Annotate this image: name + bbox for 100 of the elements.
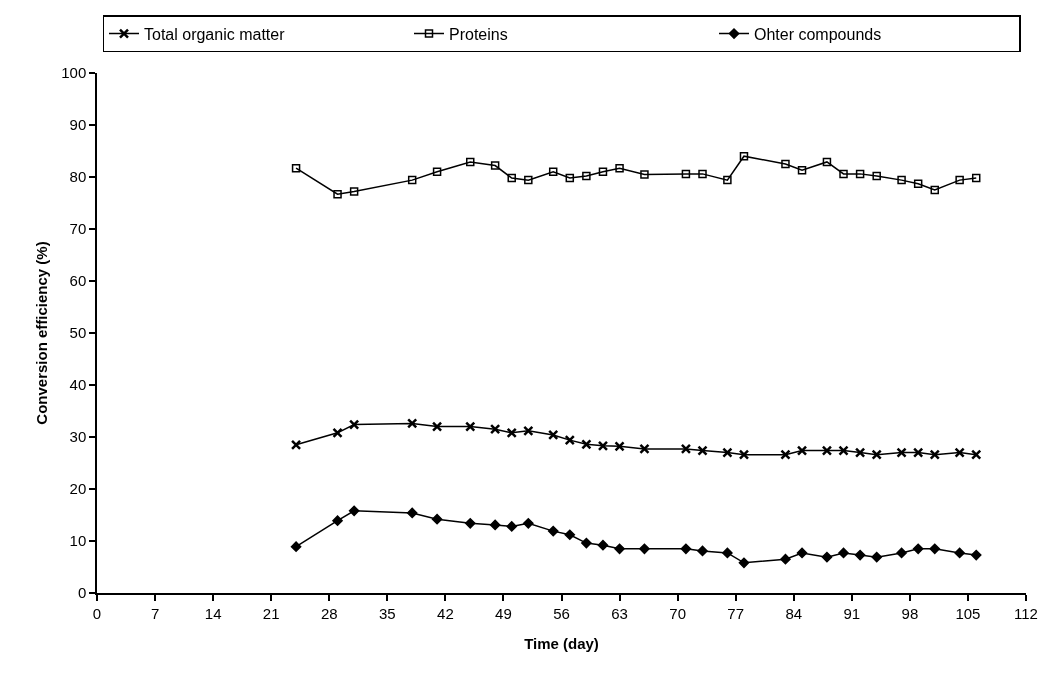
point [896,447,907,458]
point [614,441,625,452]
point [821,445,833,456]
point [640,170,649,179]
y-axis-title: Conversion efficiency (%) [32,241,50,425]
legend-label: Proteins [449,25,508,43]
point [912,447,924,458]
point [970,449,982,460]
point [822,157,832,167]
point [871,551,882,563]
point [598,167,608,177]
point [723,175,732,185]
point [507,173,516,183]
y-tick-label: 60 [69,272,87,290]
x-tick-label: 91 [843,604,861,622]
point [406,418,418,429]
point [698,169,707,179]
x-tick-label: 84 [785,604,803,622]
point [680,543,692,555]
point [333,189,342,199]
x-tick-label: 63 [611,604,628,622]
legend-label: Total organic matter [144,25,286,43]
x-tick-label: 98 [901,604,919,622]
point [854,447,866,458]
point [406,507,418,519]
point [738,449,750,460]
point [506,427,517,439]
x-tick-label: 56 [553,604,570,622]
point [597,440,609,452]
y-tick-label: 40 [69,376,87,394]
point [523,425,534,437]
point [639,543,650,555]
x-tick-label: 42 [437,604,454,622]
point [548,167,558,177]
x-tick-label: 14 [204,604,222,622]
point [349,187,359,196]
point [506,521,518,532]
legend-label: Ohter compounds [754,25,882,43]
point [291,163,301,173]
point [697,545,708,557]
point [821,551,833,563]
point [564,529,576,541]
point [466,157,475,167]
point [523,518,534,529]
point [564,434,576,446]
point [547,525,559,537]
point [913,179,923,189]
point [680,443,692,455]
point [432,167,442,177]
point [871,449,882,460]
x-tick-label: 21 [262,604,280,622]
point [431,421,443,432]
point [290,439,302,451]
point [722,447,733,458]
point [738,557,750,569]
point [838,547,849,559]
point [855,169,865,179]
point [697,445,708,456]
y-tick-label: 50 [69,324,87,342]
y-tick-label: 20 [69,480,87,498]
point [839,169,848,179]
point [465,421,476,432]
point [896,547,907,559]
point [639,443,650,455]
point [971,173,981,183]
point [681,169,691,179]
point [838,445,849,456]
point [431,513,443,525]
point [722,547,733,559]
point [348,419,360,430]
y-tick-label: 80 [69,168,87,186]
point [797,165,807,175]
point [739,151,749,161]
point [615,163,624,173]
point [912,543,924,555]
point [955,175,964,185]
point [781,159,790,169]
point [796,547,808,559]
point [780,449,791,460]
y-tick-label: 90 [69,116,87,134]
x-tick-label: 112 [1014,604,1038,622]
point [290,541,302,553]
point [407,175,417,185]
point [897,175,906,185]
point [332,515,343,527]
point [581,537,592,549]
point [490,161,500,170]
y-tick-label: 10 [69,532,87,550]
point [872,171,881,181]
point [582,171,591,181]
y-tick-label: 70 [69,220,87,238]
point [970,549,982,561]
point [930,185,940,195]
point [954,547,965,559]
point [547,429,559,441]
point [854,549,866,561]
point [614,543,625,555]
x-tick-label: 0 [92,604,102,622]
point [780,553,791,565]
point [489,423,501,435]
